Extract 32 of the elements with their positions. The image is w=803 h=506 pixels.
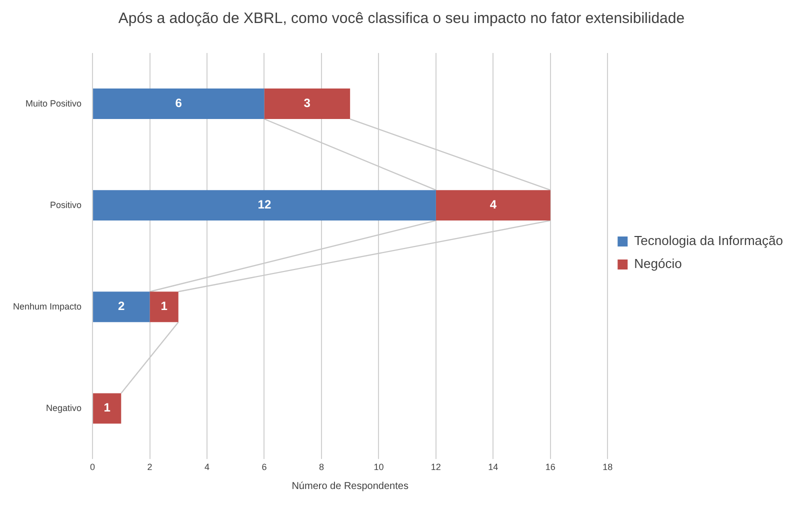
data-label: 1 [104,400,111,415]
bar [150,292,178,322]
x-tick-label: 6 [262,462,267,472]
y-tick-label: Muito Positivo [26,98,82,108]
bar [93,292,150,322]
x-tick-label: 12 [430,462,441,472]
y-tick-label: Negativo [46,402,82,413]
x-tick-label: 14 [488,462,498,472]
x-tick-label: 4 [204,462,210,472]
data-label: 1 [160,299,168,314]
legend-label: Negócio [634,256,682,272]
x-tick-label: 2 [147,462,152,472]
bar [436,190,550,221]
legend-label: Tecnologia da Informação [634,233,784,248]
x-axis-title: Número de Respondentes [292,480,408,492]
x-tick-label: 10 [374,462,384,472]
bar [93,190,436,221]
bar [93,393,122,424]
y-tick-label: Positivo [50,200,82,210]
data-label: 6 [175,96,182,110]
chart-title: Após a adoção de XBRL, como você classifica o seu impacto no fator extensibilidade [118,10,685,28]
data-label: 4 [490,198,497,212]
x-tick-label: 18 [602,462,613,472]
bar [264,88,350,120]
data-label: 12 [258,198,272,212]
x-tick-label: 16 [545,462,556,472]
x-tick-label: 8 [318,462,324,472]
x-tick-label: 0 [90,462,96,472]
y-tick-label: Nenhum Impacto [12,301,82,312]
bar [93,88,264,120]
data-label: 2 [118,299,126,314]
data-label: 3 [304,96,311,110]
